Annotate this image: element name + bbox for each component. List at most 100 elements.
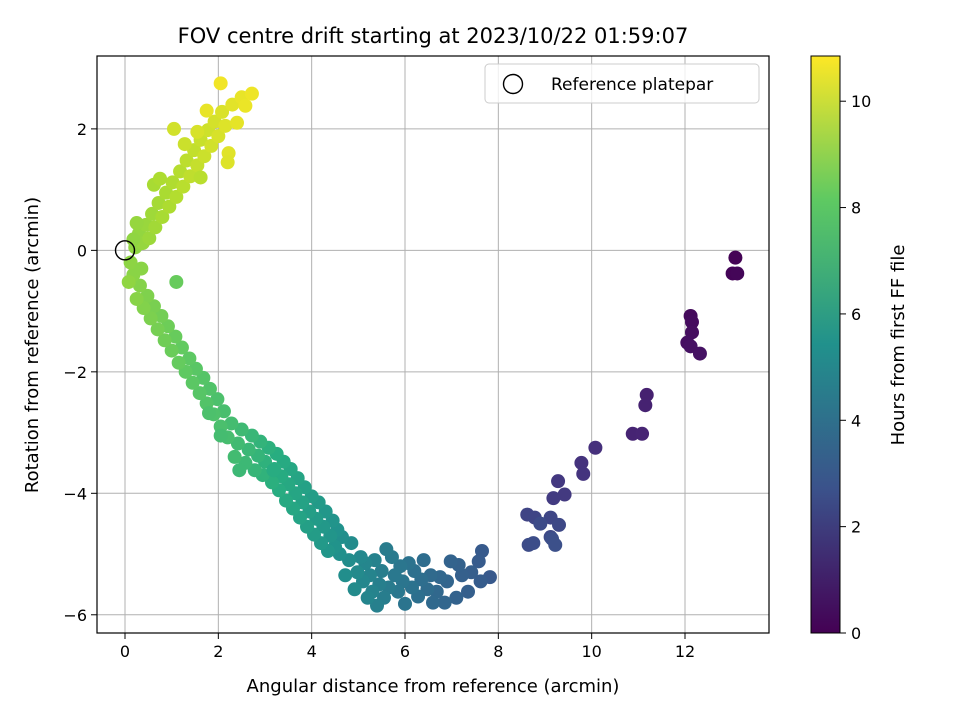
data-point [224,416,239,431]
colorbar: 0 2 4 6 8 10 Hours from first FF file [810,55,909,643]
data-point [685,315,699,330]
data-point [557,487,572,502]
data-point [230,115,244,130]
data-point [426,595,440,610]
y-tick-label: 2 [77,120,87,139]
data-point [213,428,228,443]
data-point [353,550,368,565]
data-point [193,170,208,185]
data-point [167,121,181,136]
data-point [360,590,375,605]
legend-box [484,63,760,104]
data-point [230,436,245,451]
data-point [211,129,226,144]
x-axis-ticks: 0 2 4 6 8 10 12 [120,633,695,661]
data-point [574,455,589,470]
data-point [635,426,650,441]
plot-frame [96,55,770,634]
x-tick-label: 6 [400,642,410,661]
chart-title: FOV centre drift starting at 2023/10/22 … [178,24,689,48]
y-axis-ticks: −6 −4 −2 0 2 [63,120,97,625]
data-point [416,553,431,568]
legend: Reference platepar [484,63,760,104]
data-point [210,392,225,407]
data-point [551,474,566,489]
data-point [266,463,281,478]
data-point [526,536,541,551]
data-point [202,406,216,421]
data-point [165,175,180,190]
data-point [154,308,169,323]
data-point [121,274,136,289]
colorbar-label: Hours from first FF file [888,245,909,446]
data-point [150,322,165,337]
data-point [220,155,235,170]
data-point [350,565,365,580]
data-point [347,582,362,597]
data-point [143,311,158,326]
data-point [192,386,207,401]
data-point [238,98,253,113]
data-point [548,537,563,552]
data-point [168,329,183,344]
legend-label: Reference platepar [551,75,713,95]
data-point [213,76,228,91]
data-point [227,449,242,464]
data-point [471,554,486,569]
data-point [728,250,743,265]
x-tick-label: 4 [307,642,317,661]
data-point [169,274,184,289]
data-point [370,598,384,613]
colorbar-tick-label: 0 [851,624,861,643]
reference-platepar-marker [114,240,136,261]
data-point [533,516,548,531]
data-point [157,333,172,348]
data-point [461,584,475,599]
data-point [398,596,412,611]
data-point [177,137,192,152]
data-point [171,355,186,370]
data-point [169,189,184,204]
data-point [190,124,205,139]
y-axis-label: Rotation from reference (arcmin) [22,197,43,493]
data-point [153,171,167,186]
data-point [132,278,147,293]
legend-marker-icon [502,73,524,95]
data-point [546,491,561,506]
data-point [552,517,566,532]
colorbar-tick-label: 8 [851,199,861,218]
data-point [279,493,293,508]
data-point [638,398,653,413]
data-point [129,216,144,231]
data-point [164,343,179,358]
data-point [155,209,170,224]
data-point [244,86,259,101]
data-point [374,564,389,579]
colorbar-tick-label: 2 [851,518,861,537]
data-point [162,199,177,214]
data-point [142,231,157,246]
x-tick-label: 2 [213,642,223,661]
data-point [126,232,141,247]
data-point [639,387,654,402]
data-point [576,466,591,481]
data-point [183,169,198,184]
data-point [730,266,745,281]
colorbar-tick-label: 6 [851,305,861,324]
data-point [151,195,166,210]
data-point [176,179,191,194]
data-point [148,220,163,235]
colorbar-tick-label: 4 [851,411,861,430]
colorbar-tick-label: 10 [851,92,871,111]
data-point [234,422,249,437]
x-tick-label: 10 [581,642,601,661]
data-point [232,463,247,478]
data-points [121,76,745,613]
data-point [199,103,214,118]
data-point [588,440,603,455]
y-tick-label: −2 [63,363,87,382]
data-point [241,442,256,457]
data-point [185,375,200,390]
